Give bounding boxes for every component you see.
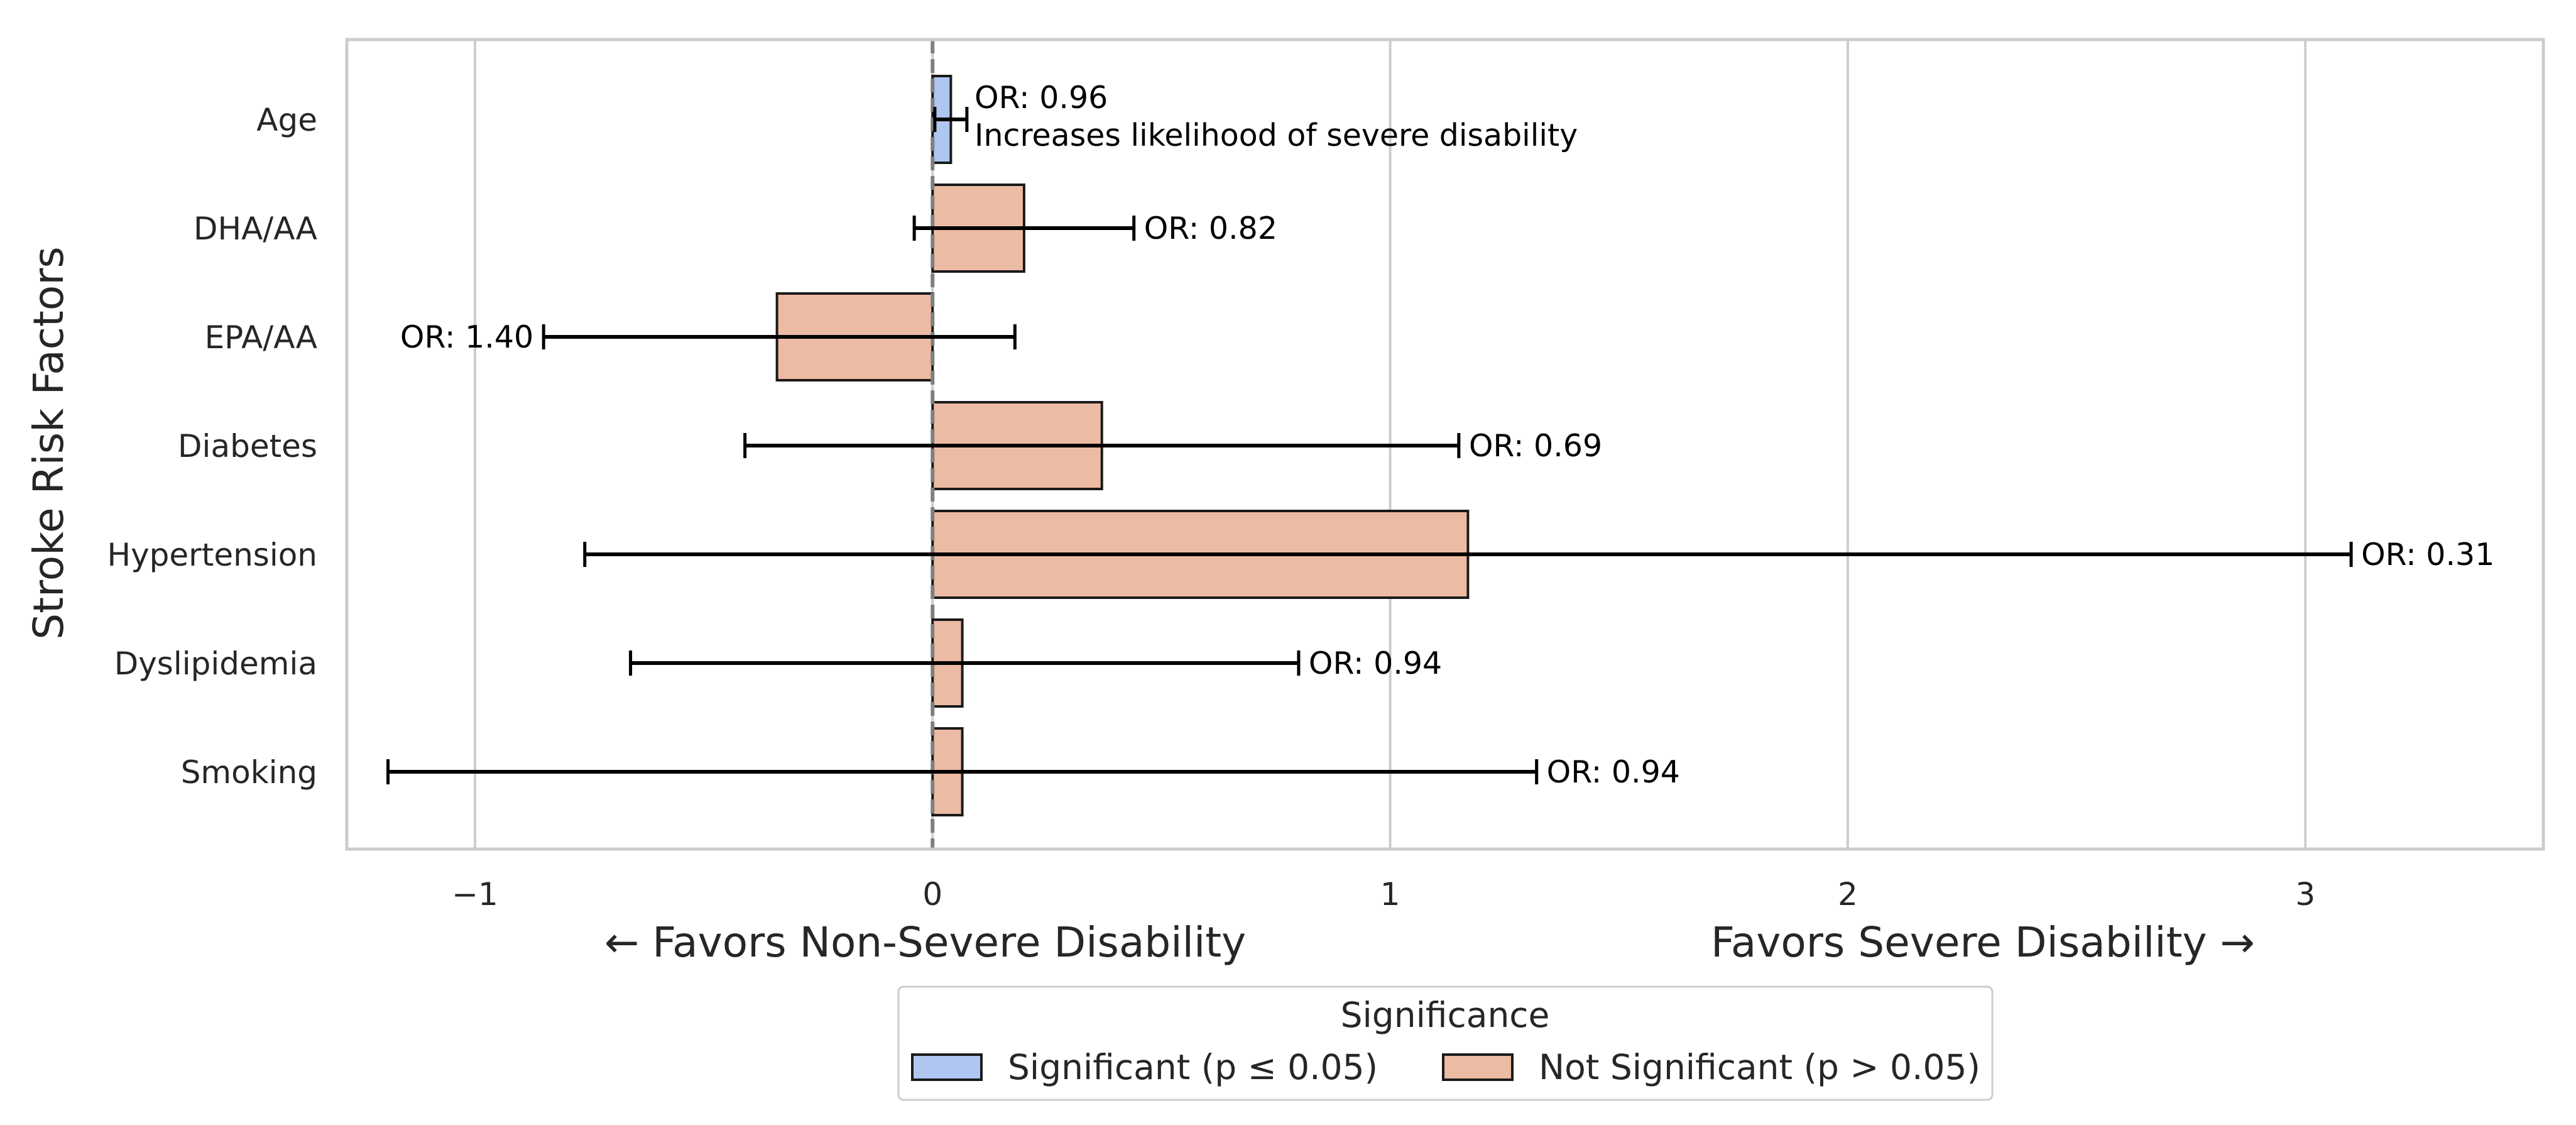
or-label-diabetes: OR: 0.69 xyxy=(1469,428,1602,464)
legend-swatch-1 xyxy=(911,1053,983,1081)
error-bars xyxy=(386,107,2353,784)
or-label-epa-aa: OR: 1.40 xyxy=(400,319,533,355)
y-tick-label-smoking: Smoking xyxy=(181,754,317,791)
x-tick-labels: −1 0 1 2 3 xyxy=(452,876,2315,913)
legend-items: Significant (p ≤ 0.05) Not Significant (p… xyxy=(911,1047,1980,1087)
y-tick-labels: Age DHA/AA EPA/AA Diabetes Hypertension Dysli… xyxy=(107,102,317,791)
x-tick-label: 3 xyxy=(2295,876,2315,913)
y-tick-label-age: Age xyxy=(256,102,317,138)
or-label-age: OR: 0.96 xyxy=(974,80,1108,116)
x-axis-title-right: Favors Severe Disability → xyxy=(1711,918,2255,967)
y-tick-label-dyslipidemia: Dyslipidemia xyxy=(114,645,317,682)
or-label-dyslipidemia: OR: 0.94 xyxy=(1309,645,1442,681)
legend-swatch-2 xyxy=(1442,1053,1514,1081)
legend: Significance Significant (p ≤ 0.05) Not S… xyxy=(897,985,1994,1101)
x-tick-label: 1 xyxy=(1380,876,1400,913)
or-label-dha-aa: OR: 0.82 xyxy=(1144,211,1277,246)
x-tick-label: −1 xyxy=(452,876,498,913)
plot-frame xyxy=(345,38,2545,851)
y-axis-title: Stroke Risk Factors xyxy=(25,246,73,640)
y-tick-label-epa-aa: EPA/AA xyxy=(205,319,317,356)
y-tick-label-hypertension: Hypertension xyxy=(107,537,317,573)
or-label-smoking: OR: 0.94 xyxy=(1547,754,1680,790)
legend-label-2: Not Significant (p > 0.05) xyxy=(1539,1047,1980,1087)
legend-frame xyxy=(897,985,1994,1101)
y-tick-label-diabetes: Diabetes xyxy=(178,428,317,464)
legend-label-1: Significant (p ≤ 0.05) xyxy=(1008,1047,1378,1087)
annotation-age: Increases likelihood of severe disabilit… xyxy=(974,118,1578,153)
x-tick-label: 2 xyxy=(1838,876,1858,913)
x-axis-title-left: ← Favors Non-Severe Disability xyxy=(604,918,1246,967)
x-tick-label: 0 xyxy=(922,876,942,913)
y-tick-label-dha-aa: DHA/AA xyxy=(194,211,317,247)
or-label-hypertension: OR: 0.31 xyxy=(2361,537,2494,573)
legend-title: Significance xyxy=(1341,995,1550,1035)
